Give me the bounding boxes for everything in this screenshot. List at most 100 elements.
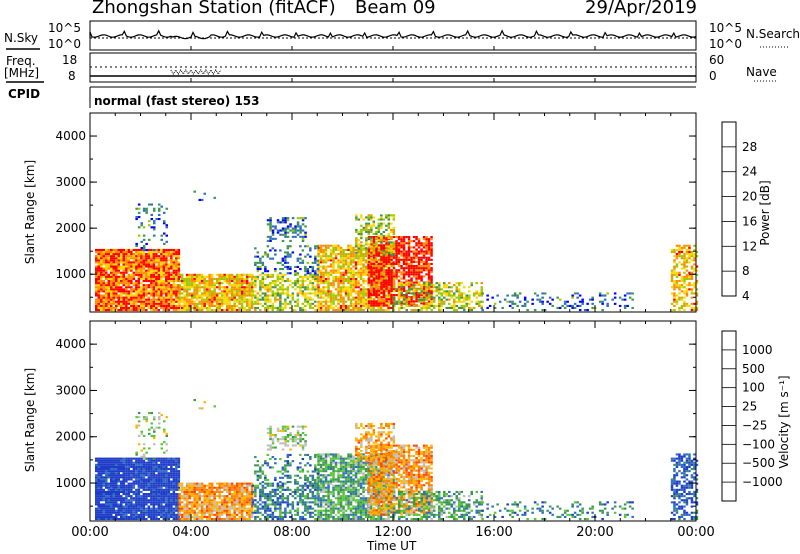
velocity-cell	[304, 482, 307, 485]
power-cell	[100, 306, 103, 309]
power-cell	[137, 288, 141, 291]
velocity-cell	[243, 497, 246, 500]
power-cell	[324, 273, 328, 276]
power-cell	[190, 273, 194, 276]
velocity-cell	[240, 507, 244, 510]
power-cell	[152, 288, 156, 291]
velocity-cell	[357, 465, 360, 468]
power-cell	[132, 253, 136, 256]
power-cell	[105, 284, 108, 287]
velocity-cell	[392, 518, 395, 521]
velocity-cell	[317, 463, 320, 466]
velocity-cell	[301, 493, 305, 496]
power-cell	[175, 296, 178, 299]
velocity-cell	[299, 499, 302, 502]
power-cell	[327, 277, 330, 280]
velocity-cell	[162, 457, 166, 460]
power-cell	[337, 300, 340, 303]
power-cell	[172, 271, 176, 274]
power-cell	[235, 288, 239, 291]
power-cell	[276, 294, 280, 297]
power-cell	[389, 261, 393, 264]
velocity-cell	[301, 518, 305, 521]
power-cell	[175, 255, 178, 258]
velocity-cell	[175, 465, 178, 468]
velocity-cell	[180, 513, 184, 516]
power-cell	[324, 255, 328, 258]
velocity-cell	[95, 478, 98, 481]
power-cell	[185, 277, 189, 280]
power-cell	[195, 288, 199, 291]
velocity-cell	[359, 482, 363, 485]
velocity-cell	[289, 488, 292, 491]
velocity-cell	[294, 518, 297, 521]
velocity-cell	[127, 484, 131, 487]
power-cell	[193, 300, 196, 303]
power-cell	[130, 251, 133, 254]
power-cell	[95, 248, 98, 251]
power-cell	[319, 282, 323, 285]
velocity-cell	[97, 511, 100, 514]
power-cell	[228, 275, 231, 278]
velocity-cell	[349, 463, 353, 466]
power-cell	[167, 275, 171, 278]
velocity-cell	[329, 482, 333, 485]
velocity-cell	[188, 518, 191, 521]
velocity-cell	[347, 486, 350, 489]
power-cell	[112, 302, 115, 305]
power-cell	[259, 280, 262, 283]
velocity-cell	[102, 463, 105, 466]
power-cell	[125, 253, 128, 256]
power-cell	[327, 292, 330, 295]
power-cell	[210, 273, 214, 276]
velocity-cell	[137, 463, 141, 466]
power-cell	[167, 267, 171, 270]
velocity-cell	[329, 457, 333, 460]
velocity-cell	[319, 509, 323, 512]
power-cell	[152, 259, 156, 262]
velocity-cell	[344, 478, 348, 481]
velocity-cell	[213, 505, 216, 508]
velocity-cell	[364, 463, 368, 466]
velocity-cell	[238, 482, 241, 485]
power-cell	[160, 294, 163, 297]
velocity-cell	[100, 480, 103, 483]
velocity-cell	[195, 515, 199, 518]
velocity-cell	[225, 490, 229, 493]
power-cell	[112, 288, 115, 291]
power-cell	[291, 286, 295, 289]
velocity-cell	[271, 482, 275, 485]
velocity-cell	[100, 465, 103, 468]
velocity-cell	[332, 461, 335, 464]
power-cell	[172, 248, 176, 251]
velocity-cell	[107, 518, 110, 521]
power-cell	[357, 296, 360, 299]
power-cell	[357, 302, 360, 305]
power-cell	[228, 296, 231, 299]
power-cell	[256, 277, 260, 280]
velocity-cell	[167, 511, 171, 514]
velocity-cell	[230, 518, 234, 521]
power-cell	[359, 251, 363, 254]
power-cell	[170, 290, 173, 293]
power-cell	[107, 296, 110, 299]
velocity-cell	[367, 515, 370, 518]
power-cell	[377, 282, 380, 285]
power-cell	[362, 248, 365, 251]
power-cell	[309, 298, 312, 301]
power-cell	[105, 294, 108, 297]
velocity-cell	[115, 478, 118, 481]
velocity-cell	[259, 482, 262, 485]
velocity-cell	[235, 484, 239, 487]
velocity-cell	[324, 459, 328, 462]
velocity-cell	[152, 474, 156, 477]
velocity-cell	[276, 507, 280, 510]
velocity-cell	[195, 513, 199, 516]
velocity-cell	[140, 509, 143, 512]
power-cell	[220, 273, 224, 276]
velocity-cell	[233, 488, 236, 491]
power-cell	[322, 290, 325, 293]
velocity-cell	[339, 503, 343, 506]
power-cell	[240, 300, 244, 303]
